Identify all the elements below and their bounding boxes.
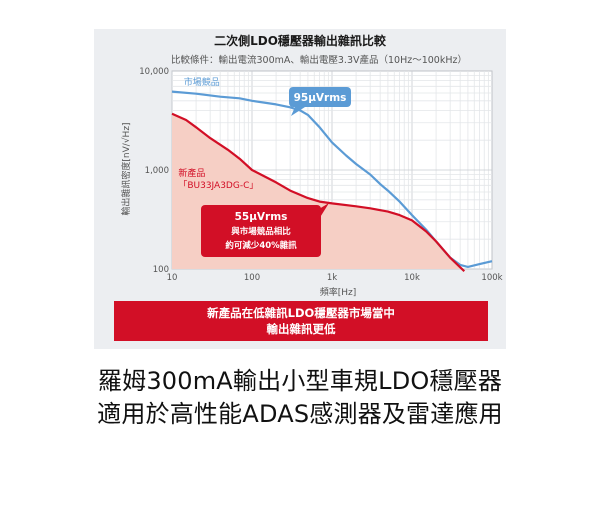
- new-noise-note: 與市場競品相比: [231, 226, 291, 237]
- headline-line-2: 適用於高性能ADAS感測器及雷達應用: [97, 400, 503, 428]
- x-tick-label: 1k: [327, 273, 337, 283]
- x-tick-label: 10k: [404, 273, 420, 283]
- new-noise-note: 約可減少40%雜訊: [225, 240, 297, 251]
- new-product-line: [171, 112, 466, 272]
- chart-title: 二次側LDO穩壓器輸出雜訊比較: [214, 33, 387, 48]
- new-product-label: 新產品: [178, 167, 205, 179]
- y-tick-label: 1,000: [145, 166, 169, 176]
- footer-line-2: 輸出雜訊更低: [266, 322, 336, 336]
- footer-banner: 新產品在低雜訊LDO穩壓器市場當中 輸出雜訊更低: [114, 301, 488, 341]
- market-noise-callout-pointer: [291, 107, 305, 116]
- footer-line-1: 新產品在低雜訊LDO穩壓器市場當中: [207, 306, 395, 320]
- x-tick-label: 100: [244, 273, 260, 283]
- market-noise-value: 95μVrms: [294, 92, 347, 104]
- chart-subtitle: 比較條件：輸出電流300mA、輸出電壓3.3V產品（10Hz〜100kHz）: [171, 54, 467, 66]
- x-tick-label: 100k: [481, 273, 502, 283]
- market-noise-callout: [289, 87, 351, 107]
- y-tick-label: 10,000: [139, 67, 169, 77]
- market-competitor-label: 市場競品: [184, 76, 220, 88]
- chart-figure: 二次側LDO穩壓器輸出雜訊比較 比較條件：輸出電流300mA、輸出電壓3.3V產…: [94, 29, 506, 349]
- x-axis-label: 頻率[Hz]: [320, 286, 357, 298]
- noise-chart: 二次側LDO穩壓器輸出雜訊比較 比較條件：輸出電流300mA、輸出電壓3.3V產…: [120, 33, 503, 298]
- y-tick-label: 100: [153, 265, 169, 275]
- headline-line-1: 羅姆300mA輸出小型車規LDO穩壓器: [97, 367, 503, 395]
- new-noise-callout: [201, 205, 321, 257]
- x-tick-label: 10: [167, 273, 178, 283]
- new-noise-value: 55μVrms: [235, 211, 288, 223]
- new-noise-callout-pointer: [319, 203, 329, 219]
- new-product-label: 「BU33JA3DG-C」: [178, 180, 258, 191]
- y-axis-label: 輸出雜訊密度[nV/√Hz]: [120, 122, 132, 215]
